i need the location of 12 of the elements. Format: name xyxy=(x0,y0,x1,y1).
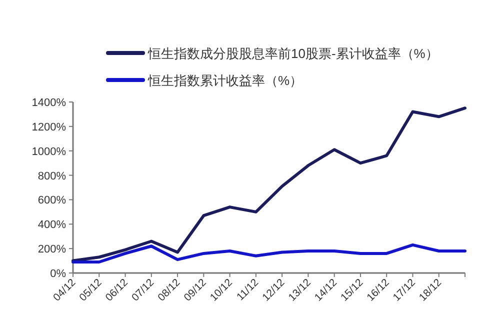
y-tick-label: 1400% xyxy=(32,97,66,109)
y-tick-label: 800% xyxy=(38,170,66,182)
y-tick-label: 1200% xyxy=(32,121,66,134)
y-tick-label: 1000% xyxy=(32,146,66,158)
legend-label: 恒生指数累计收益率（%） xyxy=(147,73,303,88)
y-tick-label: 0% xyxy=(50,268,66,280)
legend-label: 恒生指数成分股股息率前10股票-累计收益率（%） xyxy=(147,46,438,61)
y-tick-label: 400% xyxy=(38,219,66,232)
line-series xyxy=(72,243,466,264)
line-series xyxy=(72,106,466,262)
y-tick-label: 600% xyxy=(38,194,66,207)
y-tick-label: 200% xyxy=(38,244,66,256)
